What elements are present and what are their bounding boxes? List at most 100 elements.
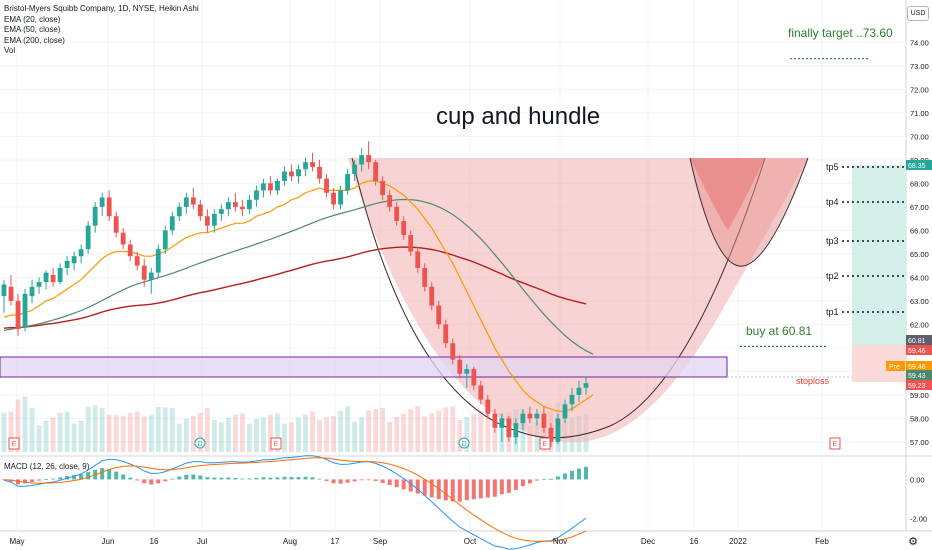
candlesticks[interactable] bbox=[1, 141, 589, 447]
volume-bar bbox=[310, 411, 315, 452]
ema200-legend[interactable]: EMA (200, close) bbox=[4, 35, 65, 45]
macd-legend[interactable]: MACD (12, 26, close, 9) bbox=[4, 462, 90, 471]
candle-body bbox=[485, 399, 491, 414]
volume-bar bbox=[429, 413, 435, 452]
volume-bar bbox=[78, 420, 84, 452]
volume-legend[interactable]: Vol bbox=[4, 46, 16, 55]
volume-bar bbox=[394, 417, 400, 452]
handle-inner bbox=[690, 158, 765, 230]
ema200-line bbox=[3, 246, 587, 329]
volume-bar bbox=[162, 407, 168, 452]
candle-body bbox=[85, 225, 91, 250]
candle-body bbox=[50, 275, 56, 283]
candle bbox=[240, 199, 245, 217]
ema50-legend[interactable]: EMA (50, close) bbox=[4, 25, 61, 34]
candle bbox=[534, 408, 540, 426]
time-tick-label: 16 bbox=[150, 537, 159, 546]
macd-histogram-bar bbox=[289, 477, 294, 480]
volume-bar bbox=[254, 418, 259, 452]
price-badge: 68.35 bbox=[908, 163, 926, 170]
candle bbox=[422, 263, 428, 292]
macd-histogram-bar bbox=[584, 466, 588, 480]
macd-histogram-bar bbox=[534, 479, 539, 481]
macd-histogram-bar bbox=[212, 477, 217, 480]
macd-histogram-bar bbox=[72, 475, 77, 480]
macd-histogram-bar bbox=[450, 479, 455, 502]
volume-bar bbox=[471, 414, 477, 452]
candle bbox=[457, 354, 463, 379]
candle bbox=[43, 270, 49, 290]
macd-histogram-bar bbox=[23, 479, 28, 484]
settings-gear-icon[interactable]: ⚙ bbox=[908, 536, 918, 548]
volume-bar bbox=[268, 414, 273, 452]
symbol-title[interactable]: Bristol-Myers Squibb Company, 1D, NYSE, … bbox=[4, 4, 199, 13]
macd-histogram-bar bbox=[471, 479, 476, 500]
volume-bar bbox=[29, 408, 35, 452]
candle-body bbox=[127, 244, 133, 257]
candle-body bbox=[478, 385, 484, 400]
price-badge-bg bbox=[906, 380, 932, 390]
volume-bar bbox=[380, 408, 386, 452]
price-badge-bg bbox=[906, 361, 932, 371]
event-shape bbox=[458, 437, 470, 449]
candle bbox=[492, 408, 498, 433]
candle-body bbox=[197, 204, 203, 217]
volume-bar bbox=[415, 406, 421, 452]
macd-histogram-bar bbox=[562, 473, 567, 480]
macd-histogram-bar bbox=[422, 479, 427, 496]
candle-body bbox=[373, 162, 379, 181]
macd-histogram-bar bbox=[387, 479, 392, 485]
volume-bar bbox=[57, 412, 63, 452]
volume-bar bbox=[275, 413, 280, 452]
volume-bar bbox=[408, 409, 414, 452]
volume-bar bbox=[373, 409, 379, 452]
candle bbox=[1, 279, 7, 313]
event-label: D bbox=[197, 441, 202, 448]
stoploss-label: stoploss bbox=[796, 376, 830, 386]
candle bbox=[366, 141, 372, 170]
event-shape bbox=[194, 437, 206, 449]
candle bbox=[583, 376, 589, 395]
volume-bar bbox=[492, 420, 498, 452]
candle bbox=[380, 176, 386, 200]
candle bbox=[513, 418, 519, 445]
candle-body bbox=[169, 216, 175, 231]
volume-bar bbox=[120, 415, 126, 452]
candle bbox=[78, 244, 84, 264]
candle bbox=[15, 293, 21, 337]
price-badge-bg bbox=[906, 370, 932, 380]
candle-body bbox=[366, 155, 372, 163]
macd-histogram-bar bbox=[464, 479, 469, 501]
volume-bar bbox=[450, 406, 456, 452]
candle-body bbox=[183, 197, 189, 207]
candle bbox=[275, 178, 280, 196]
ema20-legend[interactable]: EMA (20, close) bbox=[4, 14, 61, 24]
currency-badge[interactable]: USD bbox=[907, 6, 929, 21]
buy-zone-rectangle bbox=[0, 356, 728, 378]
volume-bar bbox=[261, 417, 266, 452]
candle-body bbox=[113, 216, 119, 233]
price-tick-label: 67.00 bbox=[910, 203, 929, 212]
candle-body bbox=[57, 267, 63, 283]
volume-bar bbox=[36, 425, 42, 452]
macd-histogram-bar bbox=[233, 477, 238, 480]
macd-histogram-bar bbox=[303, 476, 308, 480]
volume-bar bbox=[148, 415, 154, 452]
time-axis[interactable]: May Jun 16 Jul Aug 17 Sep Oct Nov Dec 16 2022 Feb bbox=[9, 537, 829, 546]
macd-histogram-bar bbox=[100, 468, 105, 480]
volume-bar bbox=[141, 416, 147, 452]
macd-histogram-bar bbox=[247, 478, 252, 480]
volume-bar bbox=[155, 406, 161, 452]
volume-bar bbox=[64, 411, 70, 452]
event-label: D bbox=[461, 441, 466, 448]
volume-bar bbox=[134, 411, 140, 452]
time-tick-label: Nov bbox=[553, 537, 567, 546]
candle-body bbox=[29, 286, 35, 297]
candle-body bbox=[387, 195, 393, 207]
volume-bar bbox=[387, 421, 393, 452]
candle-body bbox=[8, 286, 14, 301]
candle bbox=[478, 380, 484, 405]
macd-histogram-bar bbox=[576, 468, 581, 480]
candle bbox=[155, 244, 161, 278]
